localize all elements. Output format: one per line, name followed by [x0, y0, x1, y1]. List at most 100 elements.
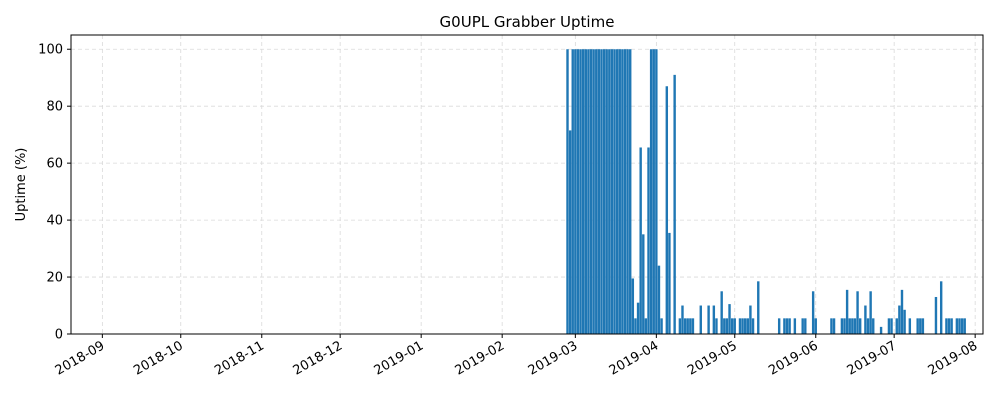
uptime-bar: [866, 318, 870, 334]
uptime-bar: [757, 281, 760, 334]
y-tick-label: 20: [46, 271, 63, 286]
uptime-bar: [649, 49, 653, 334]
y-axis-label: Uptime (%): [14, 148, 29, 222]
uptime-bar: [629, 49, 632, 334]
y-tick-label: 60: [46, 157, 63, 172]
uptime-bar: [631, 278, 635, 334]
x-tick-label: 2019-04: [607, 338, 662, 378]
y-tick-label: 40: [46, 214, 63, 229]
chart-title: G0UPL Grabber Uptime: [440, 13, 615, 31]
uptime-bar: [668, 232, 671, 334]
uptime-bar: [746, 318, 750, 334]
uptime-bar: [738, 318, 742, 334]
uptime-bar: [636, 302, 640, 334]
uptime-bar: [642, 234, 645, 334]
uptime-bar: [639, 147, 642, 334]
uptime-bar: [958, 318, 961, 334]
uptime-bar: [864, 305, 867, 334]
uptime-bar: [751, 318, 755, 334]
uptime-bar: [845, 289, 849, 334]
uptime-bar: [712, 305, 716, 334]
uptime-bar: [741, 318, 744, 334]
uptime-bar: [587, 49, 590, 334]
x-tick-label: 2018-09: [53, 338, 108, 378]
uptime-bar: [814, 318, 817, 334]
uptime-bar: [830, 318, 833, 334]
uptime-bar: [843, 318, 846, 334]
uptime-bar: [872, 318, 875, 334]
uptime-bar: [657, 265, 661, 334]
x-tick-label: 2019-03: [526, 338, 581, 378]
bars: [566, 49, 966, 334]
uptime-bar: [801, 318, 804, 334]
uptime-bar: [811, 291, 815, 334]
uptime-bar: [733, 318, 736, 334]
x-tick-label: 2019-05: [685, 338, 740, 378]
uptime-bar: [592, 49, 595, 334]
uptime-bar: [963, 318, 966, 334]
uptime-bar: [691, 318, 695, 334]
uptime-bar: [655, 49, 658, 334]
uptime-bar: [595, 49, 598, 334]
uptime-bar: [574, 49, 577, 334]
y-tick-label: 100: [38, 43, 63, 58]
uptime-bar: [665, 86, 669, 334]
uptime-bar: [576, 49, 580, 334]
uptime-bar: [921, 318, 925, 334]
uptime-bar: [678, 318, 682, 334]
uptime-bar: [720, 291, 723, 334]
uptime-bar: [851, 318, 854, 334]
uptime-bar: [934, 296, 938, 334]
uptime-bar: [602, 49, 606, 334]
x-tick-label: 2018-12: [291, 338, 346, 378]
uptime-bar: [681, 305, 684, 334]
uptime-bar: [950, 318, 953, 334]
x-tick-label: 2019-08: [926, 338, 981, 378]
plot-frame: [70, 34, 984, 335]
uptime-bar: [600, 49, 603, 334]
uptime-bar: [730, 318, 734, 334]
x-tick-label: 2019-01: [372, 338, 427, 378]
uptime-bar: [908, 318, 912, 334]
uptime-bar: [793, 318, 797, 334]
uptime-bar: [960, 318, 964, 334]
uptime-bar: [783, 318, 786, 334]
x-tick-label: 2019-02: [453, 338, 508, 378]
uptime-bar: [856, 291, 859, 334]
uptime-bar: [623, 49, 627, 334]
uptime-bar: [715, 318, 718, 334]
uptime-bar: [804, 318, 807, 334]
uptime-bar: [605, 49, 608, 334]
uptime-bar: [749, 305, 752, 334]
uptime-bar: [900, 289, 904, 334]
uptime-bar: [939, 281, 943, 334]
uptime-bar: [626, 49, 629, 334]
uptime-bar: [916, 318, 919, 334]
uptime-bar: [608, 49, 611, 334]
uptime-bar: [566, 49, 569, 334]
uptime-bar: [660, 318, 663, 334]
uptime-bar: [890, 318, 893, 334]
uptime-bar: [634, 318, 637, 334]
uptime-bar: [584, 49, 587, 334]
uptime-bar: [788, 318, 791, 334]
x-tick-label: 2019-07: [845, 338, 900, 378]
uptime-bar: [840, 318, 844, 334]
x-tick-label: 2018-11: [212, 338, 267, 378]
uptime-bar: [673, 74, 676, 334]
uptime-bar: [728, 304, 731, 334]
uptime-bar: [652, 49, 655, 334]
uptime-bar: [832, 318, 836, 334]
uptime-bar: [615, 49, 619, 334]
uptime-bar: [879, 326, 883, 334]
x-tick-label: 2018-10: [131, 338, 186, 378]
uptime-bar: [689, 318, 692, 334]
uptime-bar: [858, 318, 862, 334]
uptime-bar: [571, 49, 574, 334]
grid-lines: [71, 35, 983, 335]
uptime-bar: [699, 305, 702, 334]
uptime-bar: [777, 318, 781, 334]
uptime-bar: [898, 305, 901, 334]
axis-ticks: 0 20 40 60 80 100 2018-09 2018-10 2018-11 2018-12…: [38, 43, 980, 379]
